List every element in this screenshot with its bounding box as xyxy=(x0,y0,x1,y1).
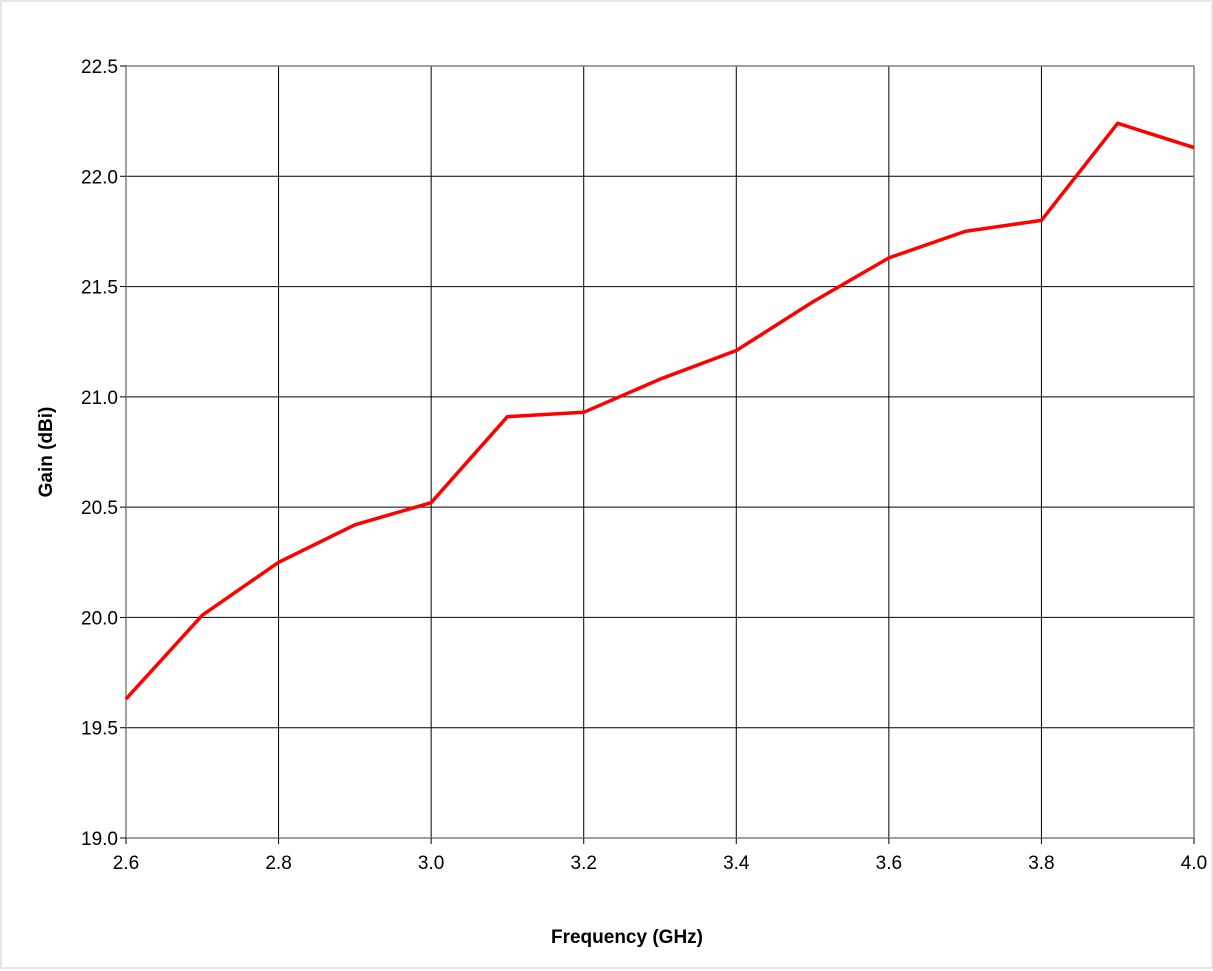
y-tick-label: 19.0 xyxy=(81,829,118,850)
data-point xyxy=(506,415,509,418)
data-point xyxy=(887,256,890,259)
data-point xyxy=(1116,122,1119,125)
x-tick-label: 2.8 xyxy=(265,853,291,874)
x-axis-title: Frequency (GHz) xyxy=(551,927,703,948)
x-tick-label: 3.4 xyxy=(723,853,750,874)
y-tick-label: 20.5 xyxy=(81,498,118,519)
data-point xyxy=(658,378,661,381)
data-point xyxy=(277,561,280,564)
data-point xyxy=(1040,219,1043,222)
y-tick-label: 20.0 xyxy=(81,608,118,629)
data-point xyxy=(124,697,127,700)
data-point xyxy=(811,300,814,303)
grid xyxy=(125,65,1195,839)
data-point xyxy=(201,614,204,617)
y-tick-label: 21.5 xyxy=(81,278,118,299)
x-tick-label: 3.8 xyxy=(1028,853,1054,874)
x-tick-label: 4.0 xyxy=(1181,853,1207,874)
x-tick-label: 2.6 xyxy=(113,853,139,874)
x-tick-label: 3.2 xyxy=(571,853,597,874)
x-tick-label: 3.6 xyxy=(876,853,902,874)
data-point xyxy=(582,411,585,414)
data-point xyxy=(430,501,433,504)
series-line xyxy=(124,121,1195,701)
y-tick-label: 22.5 xyxy=(81,57,118,78)
data-point xyxy=(1192,146,1195,149)
data-point xyxy=(964,230,967,233)
data-point xyxy=(353,523,356,526)
x-axis-ticks: 2.6 2.8 3.0 3.2 3.4 3.6 3.8 4.0 xyxy=(113,838,1207,874)
y-tick-label: 19.5 xyxy=(81,719,118,740)
plot-area-frame xyxy=(125,65,1195,839)
y-axis-title: Gain (dBi) xyxy=(36,407,57,498)
x-tick-label: 3.0 xyxy=(418,853,444,874)
series-layer xyxy=(124,121,1195,701)
y-tick-label: 21.0 xyxy=(81,388,118,409)
y-tick-label: 22.0 xyxy=(81,167,118,188)
data-point xyxy=(735,349,738,352)
y-axis-ticks: 19.0 19.5 20.0 20.5 21.0 21.5 22.0 22.5 xyxy=(81,57,126,850)
